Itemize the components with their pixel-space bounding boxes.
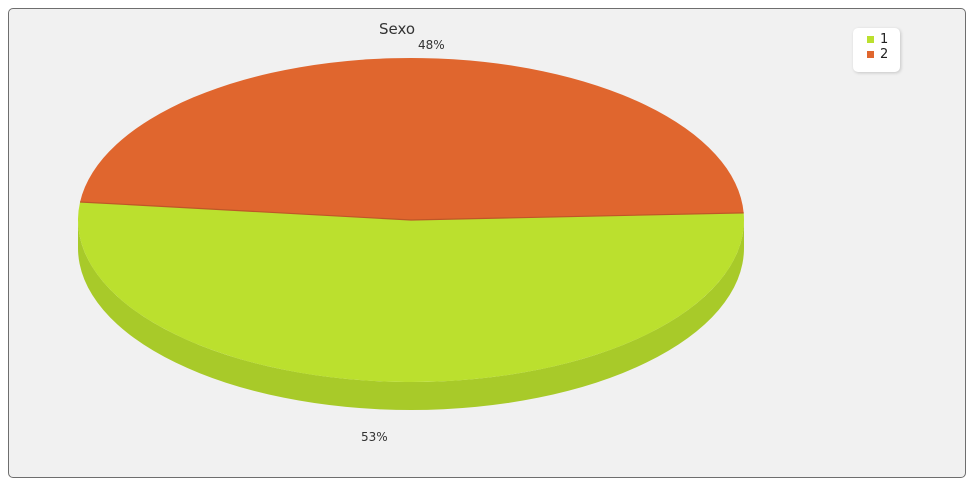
legend-item-2[interactable]: 2 xyxy=(867,47,900,62)
legend: 1 2 xyxy=(853,28,900,72)
legend-label-2: 2 xyxy=(880,47,889,62)
legend-item-1[interactable]: 1 xyxy=(867,32,900,47)
pie-chart xyxy=(78,57,745,410)
legend-swatch-2 xyxy=(867,51,874,58)
pie-side-1 xyxy=(78,220,744,410)
slice-label-2: 48% xyxy=(418,38,445,52)
pie-slice-1[interactable] xyxy=(78,201,745,382)
legend-swatch-1 xyxy=(867,36,874,43)
legend-label-1: 1 xyxy=(880,32,889,47)
pie-slice-2[interactable] xyxy=(80,57,744,220)
chart-title: Sexo xyxy=(379,20,416,38)
pie-divider xyxy=(80,201,744,221)
slice-label-1: 53% xyxy=(361,430,388,444)
pie-slices xyxy=(78,57,745,410)
